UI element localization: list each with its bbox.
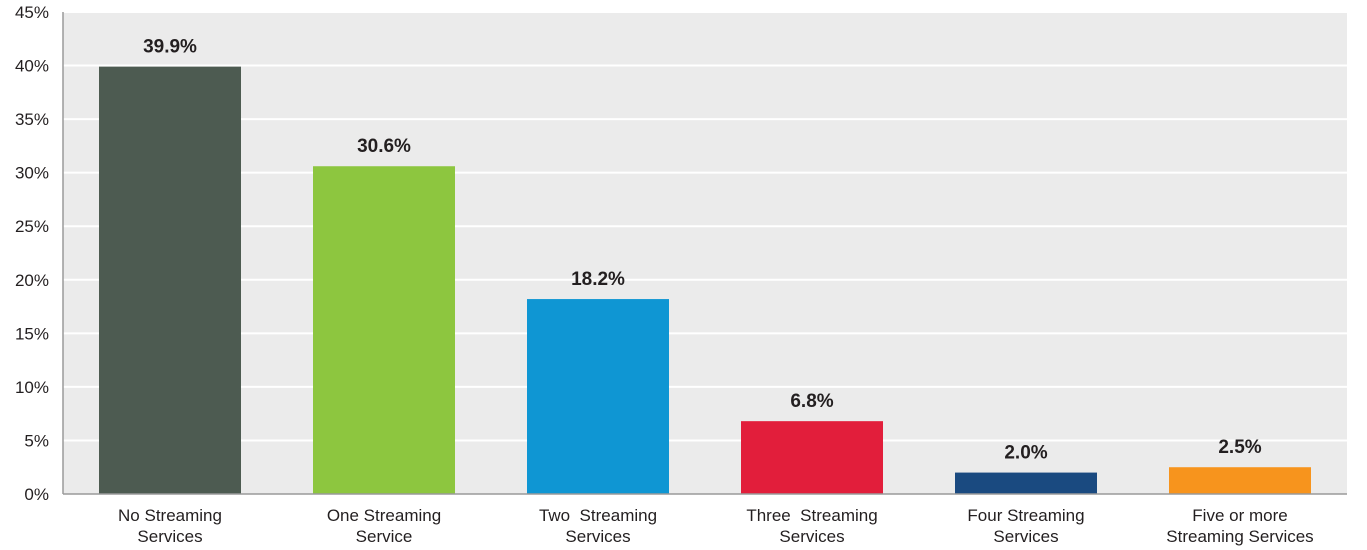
bar [741, 421, 883, 494]
bar [99, 66, 241, 495]
data-label: 18.2% [571, 269, 625, 290]
y-axis-ticks: 0% 5% 10% 15% 20% 25% 30% 35% 40% 45% [15, 3, 49, 504]
y-tick-label: 45% [15, 3, 49, 22]
x-axis-labels: No Streaming Services One Streaming Service… [118, 506, 1314, 546]
x-tick-label: Three Streaming Services [746, 506, 877, 546]
y-tick-label: 0% [24, 485, 49, 504]
data-label: 2.5% [1218, 437, 1261, 458]
y-tick-label: 5% [24, 431, 49, 450]
data-label: 6.8% [790, 391, 833, 412]
y-tick-label: 35% [15, 110, 49, 129]
x-tick-label: No Streaming Services [118, 506, 222, 546]
y-tick-label: 20% [15, 271, 49, 290]
data-label: 39.9% [143, 37, 197, 58]
y-tick-label: 30% [15, 164, 49, 183]
y-tick-label: 40% [15, 57, 49, 76]
gridlines [63, 11, 1347, 442]
x-tick-label: One Streaming Service [327, 506, 441, 546]
y-tick-label: 15% [15, 324, 49, 343]
bar [313, 166, 455, 495]
axes [62, 12, 1347, 495]
data-label: 30.6% [357, 136, 411, 157]
x-tick-label: Two Streaming Services [539, 506, 657, 546]
x-tick-label: Four Streaming Services [967, 506, 1084, 546]
bar [527, 299, 669, 494]
y-tick-label: 25% [15, 217, 49, 236]
bars [99, 66, 1311, 495]
bar [1169, 467, 1311, 494]
bar [955, 472, 1097, 494]
y-tick-label: 10% [15, 378, 49, 397]
data-labels: 39.9% 30.6% 18.2% 6.8% 2.0% 2.5% [143, 37, 1262, 464]
plot-area [63, 12, 1347, 494]
data-label: 2.0% [1004, 443, 1047, 464]
x-tick-label: Five or more Streaming Services [1166, 506, 1313, 546]
